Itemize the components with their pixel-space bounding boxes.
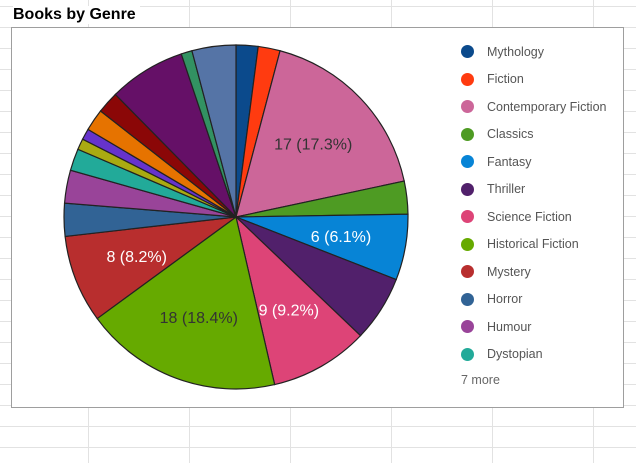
legend-swatch-icon: [461, 320, 474, 334]
legend-item-mystery[interactable]: Mystery: [461, 258, 621, 286]
legend-swatch-icon: [461, 127, 474, 141]
chart-legend: Mythology Fiction Contemporary Fiction Clas…: [461, 38, 621, 368]
legend-item-horror[interactable]: Horror: [461, 286, 621, 314]
legend-swatch-icon: [461, 265, 474, 279]
legend-label: Mystery: [487, 264, 531, 279]
legend-label: Contemporary Fiction: [487, 99, 607, 114]
pie-slice-18[interactable]: [191, 44, 237, 218]
legend-item-mythology[interactable]: Mythology: [461, 38, 621, 66]
legend-label: Science Fiction: [487, 209, 572, 224]
legend-swatch-icon: [461, 347, 474, 361]
pie-chart[interactable]: 17 (17.3%) 6 (6.1%) 9 (9.2%) 18 (18.4%) 8 (8…: [12, 28, 623, 407]
legend-label: Fiction: [487, 72, 524, 87]
legend-label: Mythology: [487, 44, 544, 59]
chart-area[interactable]: 17 (17.3%) 6 (6.1%) 9 (9.2%) 18 (18.4%) 8 (8…: [11, 27, 624, 408]
legend-more-link[interactable]: 7 more: [461, 373, 500, 387]
legend-item-humour[interactable]: Humour: [461, 313, 621, 341]
legend-swatch-icon: [461, 72, 474, 86]
slice-data-label-contemporary-fiction: 17 (17.3%): [274, 136, 352, 153]
legend-swatch-icon: [461, 237, 474, 251]
slice-data-label-science-fiction: 9 (9.2%): [259, 303, 319, 320]
legend-label: Historical Fiction: [487, 237, 579, 252]
slice-data-label-fantasy: 6 (6.1%): [311, 229, 371, 246]
slice-data-label-mystery: 8 (8.2%): [106, 249, 166, 266]
legend-swatch-icon: [461, 155, 474, 169]
legend-label: Fantasy: [487, 154, 532, 169]
chart-title: Books by Genre: [13, 6, 140, 24]
pie-slice-historical-fiction[interactable]: [96, 215, 276, 390]
legend-label: Horror: [487, 292, 523, 307]
legend-item-dystopian[interactable]: Dystopian: [461, 341, 621, 369]
legend-item-historical-fiction[interactable]: Historical Fiction: [461, 231, 621, 259]
legend-swatch-icon: [461, 292, 474, 306]
legend-swatch-icon: [461, 210, 474, 224]
legend-swatch-icon: [461, 45, 474, 59]
legend-item-contemporary-fiction[interactable]: Contemporary Fiction: [461, 93, 621, 121]
pie-slice-mystery[interactable]: [64, 216, 239, 320]
legend-item-thriller[interactable]: Thriller: [461, 176, 621, 204]
pie-slice-science-fiction[interactable]: [234, 215, 362, 386]
legend-label: Classics: [487, 127, 534, 142]
legend-label: Dystopian: [487, 347, 543, 362]
legend-label: Thriller: [487, 182, 526, 197]
legend-item-science-fiction[interactable]: Science Fiction: [461, 203, 621, 231]
legend-item-fiction[interactable]: Fiction: [461, 66, 621, 94]
legend-item-fantasy[interactable]: Fantasy: [461, 148, 621, 176]
legend-swatch-icon: [461, 100, 474, 114]
slice-data-label-historical-fiction: 18 (18.4%): [160, 310, 238, 327]
legend-swatch-icon: [461, 182, 474, 196]
pie-slice-contemporary-fiction[interactable]: [235, 50, 405, 218]
legend-item-classics[interactable]: Classics: [461, 121, 621, 149]
legend-label: Humour: [487, 319, 532, 334]
